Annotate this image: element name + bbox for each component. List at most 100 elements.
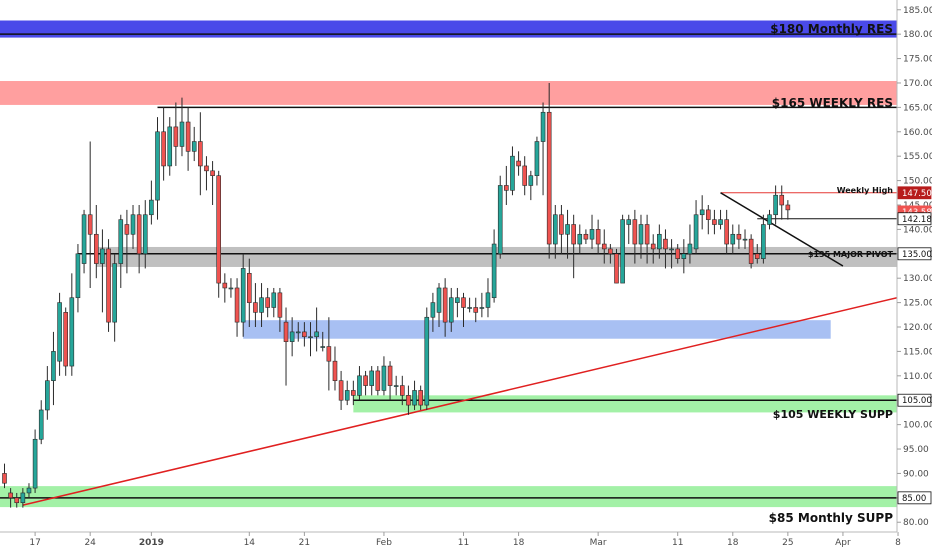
candle[interactable] [442,278,448,337]
candle[interactable] [620,214,625,284]
candle[interactable] [2,463,7,489]
candle[interactable] [277,287,283,332]
candle[interactable] [118,214,124,288]
time-axis[interactable]: 17 24 2019 14 21 Feb 11 18 Mar 11 18 25 Apr 8 [0,531,932,550]
candle[interactable] [240,253,246,337]
candle[interactable] [761,214,766,264]
candle[interactable] [589,214,595,249]
candle[interactable] [32,429,38,493]
candle[interactable] [155,117,160,220]
candle[interactable] [412,380,417,410]
candle[interactable] [399,375,405,406]
candle[interactable] [14,492,20,508]
candle[interactable] [406,385,411,415]
candle[interactable] [20,488,26,508]
candle[interactable] [767,209,772,230]
candle[interactable] [497,175,503,259]
candle[interactable] [516,151,521,176]
candle[interactable] [149,180,154,225]
candle[interactable] [528,170,534,201]
candle[interactable] [754,244,760,264]
candle[interactable] [473,297,479,323]
candle[interactable] [418,385,423,410]
candle[interactable] [742,229,748,249]
candle[interactable] [308,322,313,357]
candle[interactable] [687,224,693,264]
candle[interactable] [675,244,681,264]
candle[interactable] [136,204,142,274]
candle[interactable] [191,126,197,162]
candle[interactable] [289,317,295,357]
candle[interactable] [161,107,166,181]
candle[interactable] [626,214,632,245]
candle[interactable] [222,273,228,303]
candle[interactable] [522,156,528,196]
candle[interactable] [491,229,497,303]
candle[interactable] [198,112,203,196]
candle[interactable] [51,331,56,406]
candle[interactable] [106,239,111,332]
candle[interactable] [167,117,173,176]
candle[interactable] [302,322,307,347]
candle[interactable] [283,307,289,386]
candle[interactable] [424,307,430,410]
candle[interactable] [338,370,344,410]
candle[interactable] [8,488,13,508]
price-axis[interactable]: 185.00 180.00 175.00 170.00 165.00 160.00 155.… [896,0,932,532]
candle[interactable] [265,287,270,318]
candle[interactable] [295,322,301,342]
candle[interactable] [112,253,117,342]
candle[interactable] [608,244,613,264]
candle[interactable] [669,239,674,269]
candle[interactable] [730,224,736,254]
candle[interactable] [314,307,319,352]
candle[interactable] [510,146,515,196]
candle[interactable] [38,400,44,445]
candle[interactable] [357,366,362,401]
candle[interactable] [124,209,130,274]
candle[interactable] [271,287,277,318]
candle[interactable] [234,278,240,337]
candle[interactable] [393,375,399,396]
candle[interactable] [785,200,791,220]
candle[interactable] [247,258,252,328]
candle[interactable] [565,209,570,259]
candle[interactable] [332,346,338,391]
candle[interactable] [351,380,356,406]
candle[interactable] [75,244,81,313]
candle[interactable] [94,204,99,279]
candle[interactable] [595,219,601,254]
candle[interactable] [210,161,215,205]
candle[interactable] [430,292,436,332]
candle[interactable] [693,200,699,254]
candle[interactable] [381,356,387,396]
candle[interactable] [773,185,778,225]
candle[interactable] [369,366,375,396]
candle[interactable] [614,248,619,284]
candle[interactable] [467,297,472,313]
candle[interactable] [534,136,540,186]
candle[interactable] [638,214,644,259]
candle[interactable] [632,209,638,264]
candle[interactable] [259,283,264,328]
candle[interactable] [179,97,185,157]
candle[interactable] [461,292,466,328]
candle[interactable] [63,307,69,376]
candle[interactable] [712,209,717,235]
candle[interactable] [69,273,75,376]
candle[interactable] [779,185,785,220]
candle[interactable] [363,370,368,396]
candle[interactable] [57,292,62,376]
candle[interactable] [375,366,381,396]
candle[interactable] [320,331,326,352]
candle[interactable] [173,102,179,166]
candle[interactable] [344,380,350,406]
candle[interactable] [87,141,93,288]
candle[interactable] [663,229,668,269]
candle[interactable] [748,234,754,269]
candle[interactable] [650,234,656,264]
candle[interactable] [326,317,332,391]
candle[interactable] [45,366,50,420]
candle[interactable] [479,292,485,318]
candle[interactable] [552,204,558,259]
